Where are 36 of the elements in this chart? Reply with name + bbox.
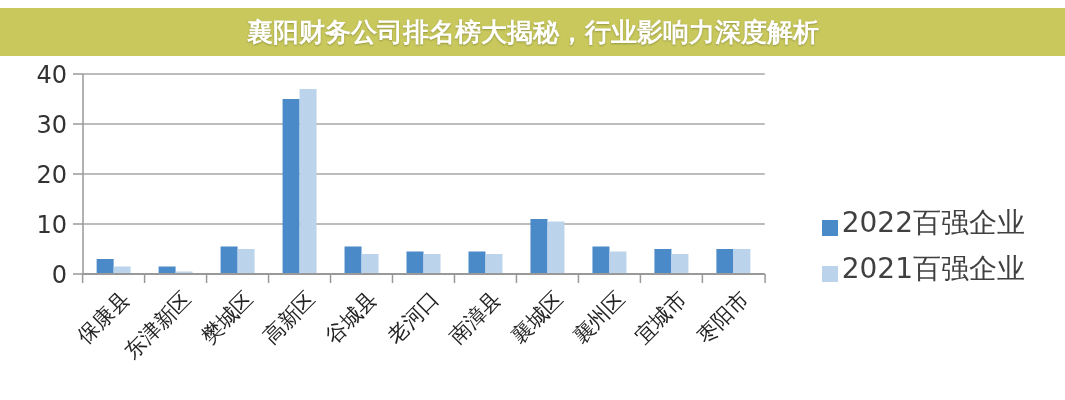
bar — [547, 221, 565, 274]
bar — [530, 219, 548, 274]
bar — [609, 251, 627, 274]
y-tick-label: 30 — [36, 110, 67, 139]
x-tick-label: 樊城区 — [196, 286, 258, 349]
y-tick-label: 10 — [36, 210, 67, 239]
bar — [344, 246, 362, 274]
legend-label: 2021百强企业 — [841, 252, 1025, 285]
bar — [406, 251, 424, 274]
bar — [282, 99, 300, 274]
x-tick-label: 高新区 — [258, 286, 320, 349]
bar — [299, 89, 317, 274]
bar — [654, 249, 672, 274]
x-tick-label: 老河口 — [382, 286, 444, 349]
bar — [592, 246, 610, 274]
chart-title: 襄阳财务公司排名榜大揭秘，行业影响力深度解析 — [0, 8, 1065, 56]
x-tick-label: 南漳县 — [444, 286, 506, 349]
bar — [485, 254, 503, 274]
bar — [96, 259, 114, 274]
bar — [423, 254, 441, 274]
x-tick-label: 襄城区 — [506, 286, 568, 349]
bar — [237, 249, 255, 274]
x-tick-label: 枣阳市 — [692, 286, 754, 349]
x-tick-label: 襄州区 — [568, 286, 630, 349]
bar — [671, 254, 689, 274]
legend-label: 2022百强企业 — [841, 206, 1025, 239]
bar — [716, 249, 734, 274]
y-tick-label: 0 — [51, 260, 67, 289]
x-tick-label: 谷城县 — [320, 286, 382, 349]
bar — [468, 251, 486, 274]
x-tick-label: 宜城市 — [630, 286, 692, 349]
y-tick-label: 40 — [36, 60, 67, 89]
y-tick-label: 20 — [36, 160, 67, 189]
bar — [733, 249, 751, 274]
bar — [220, 246, 238, 274]
bar — [361, 254, 379, 274]
